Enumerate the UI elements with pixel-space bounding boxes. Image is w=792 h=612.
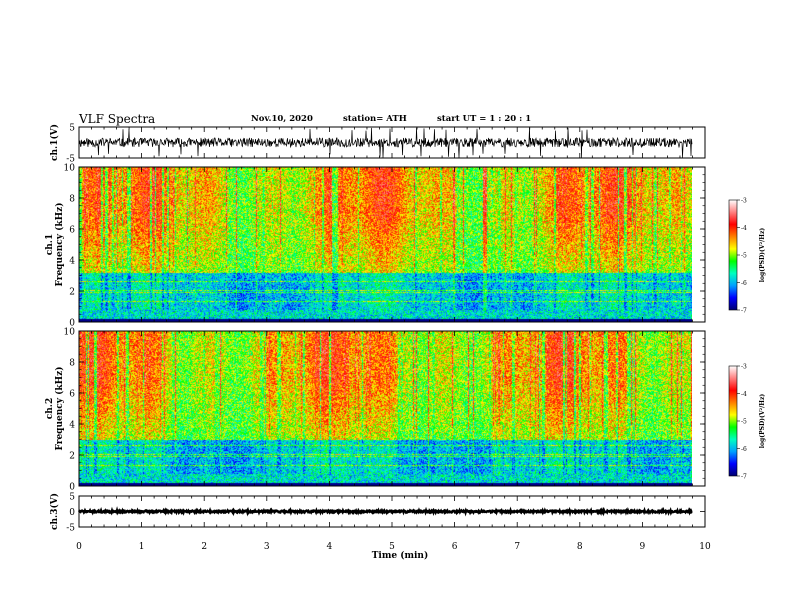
ch2-spectrogram-ylabel: Frequency (kHz) — [54, 366, 65, 450]
y-tick-label: 5 — [69, 124, 75, 134]
y-tick-label: 8 — [69, 195, 75, 205]
y-tick-label: 2 — [69, 452, 75, 462]
y-tick-label: 6 — [69, 226, 75, 236]
y-tick-label: 5 — [69, 493, 75, 503]
x-tick-label: 1 — [139, 542, 145, 552]
colorbar-tick-label: -7 — [741, 308, 747, 315]
station-label: station= ATH — [343, 114, 407, 124]
colorbar-tick-label: -5 — [741, 419, 747, 426]
x-axis-label: Time (min) — [372, 550, 429, 561]
ch1-spectrogram-colorbar-label: log(PSD)(V²/Hz) — [759, 228, 766, 283]
ch3-waveform-trace — [77, 506, 693, 517]
ch2-spectrogram-ylabel: ch.2 — [45, 398, 55, 419]
x-tick-label: 7 — [514, 542, 520, 552]
start-time-label: start UT = 1 : 20 : 1 — [437, 114, 532, 124]
y-tick-label: 8 — [69, 359, 75, 369]
ch1-spectrogram-ylabel: ch.1 — [45, 234, 55, 255]
y-tick-label: 0 — [69, 319, 75, 329]
x-tick-label: 10 — [699, 542, 711, 552]
y-tick-label: 0 — [69, 508, 75, 518]
x-tick-label: 6 — [452, 542, 458, 552]
ch1-spectrogram-panel — [79, 167, 692, 322]
ch1-spectrogram-image — [79, 167, 692, 322]
ch2-spectrogram-colorbar — [728, 365, 738, 477]
colorbar-tick-label: -6 — [741, 446, 747, 453]
y-tick-label: -5 — [66, 155, 75, 165]
x-tick-label: 4 — [327, 542, 333, 552]
colorbar-tick-label: -3 — [741, 198, 747, 205]
colorbar-tick-label: -4 — [741, 225, 747, 232]
ch1-waveform-panel — [78, 127, 693, 158]
x-tick-label: 9 — [640, 542, 646, 552]
y-tick-label: -5 — [66, 524, 75, 534]
ch3-waveform-ylabel: ch.3(V) — [49, 493, 60, 530]
colorbar-tick-label: -4 — [741, 391, 747, 398]
colorbar-tick-label: -3 — [741, 364, 747, 371]
y-tick-label: 2 — [69, 288, 75, 298]
y-tick-label: 6 — [69, 390, 75, 400]
x-tick-label: 8 — [577, 542, 583, 552]
x-tick-label: 0 — [76, 542, 82, 552]
ch2-spectrogram-colorbar-label: log(PSD)(V²/Hz) — [759, 394, 766, 449]
ch2-spectrogram-image — [79, 331, 692, 486]
x-tick-label: 3 — [264, 542, 270, 552]
colorbar-tick-label: -7 — [741, 474, 747, 481]
colorbar-tick-label: -5 — [741, 253, 747, 260]
ch1-waveform-ylabel: ch.1(V) — [49, 124, 60, 161]
x-tick-label: 5 — [389, 542, 395, 552]
ch1-spectrogram-colorbar — [728, 199, 738, 311]
colorbars: -3 -4 -5 -6 -7 log(PSD)(V²/Hz) -3 -4 -5 -6 -7 log(P… — [728, 198, 766, 481]
y-tick-label: 4 — [69, 257, 75, 267]
y-tick-label: 10 — [64, 328, 76, 338]
y-tick-label: 0 — [69, 483, 75, 493]
x-tick-label: 2 — [201, 542, 207, 552]
date-label: Nov.10, 2020 — [251, 114, 313, 124]
y-tick-label: 4 — [69, 421, 75, 431]
ch3-waveform-panel — [77, 506, 693, 517]
ch1-waveform-trace — [78, 127, 693, 158]
ch1-spectrogram-ylabel: Frequency (kHz) — [54, 202, 65, 286]
ch2-spectrogram-panel — [79, 331, 692, 486]
plot-title: VLF Spectra — [79, 112, 156, 126]
y-tick-label: 10 — [64, 164, 76, 174]
colorbar-tick-label: -6 — [741, 280, 747, 287]
